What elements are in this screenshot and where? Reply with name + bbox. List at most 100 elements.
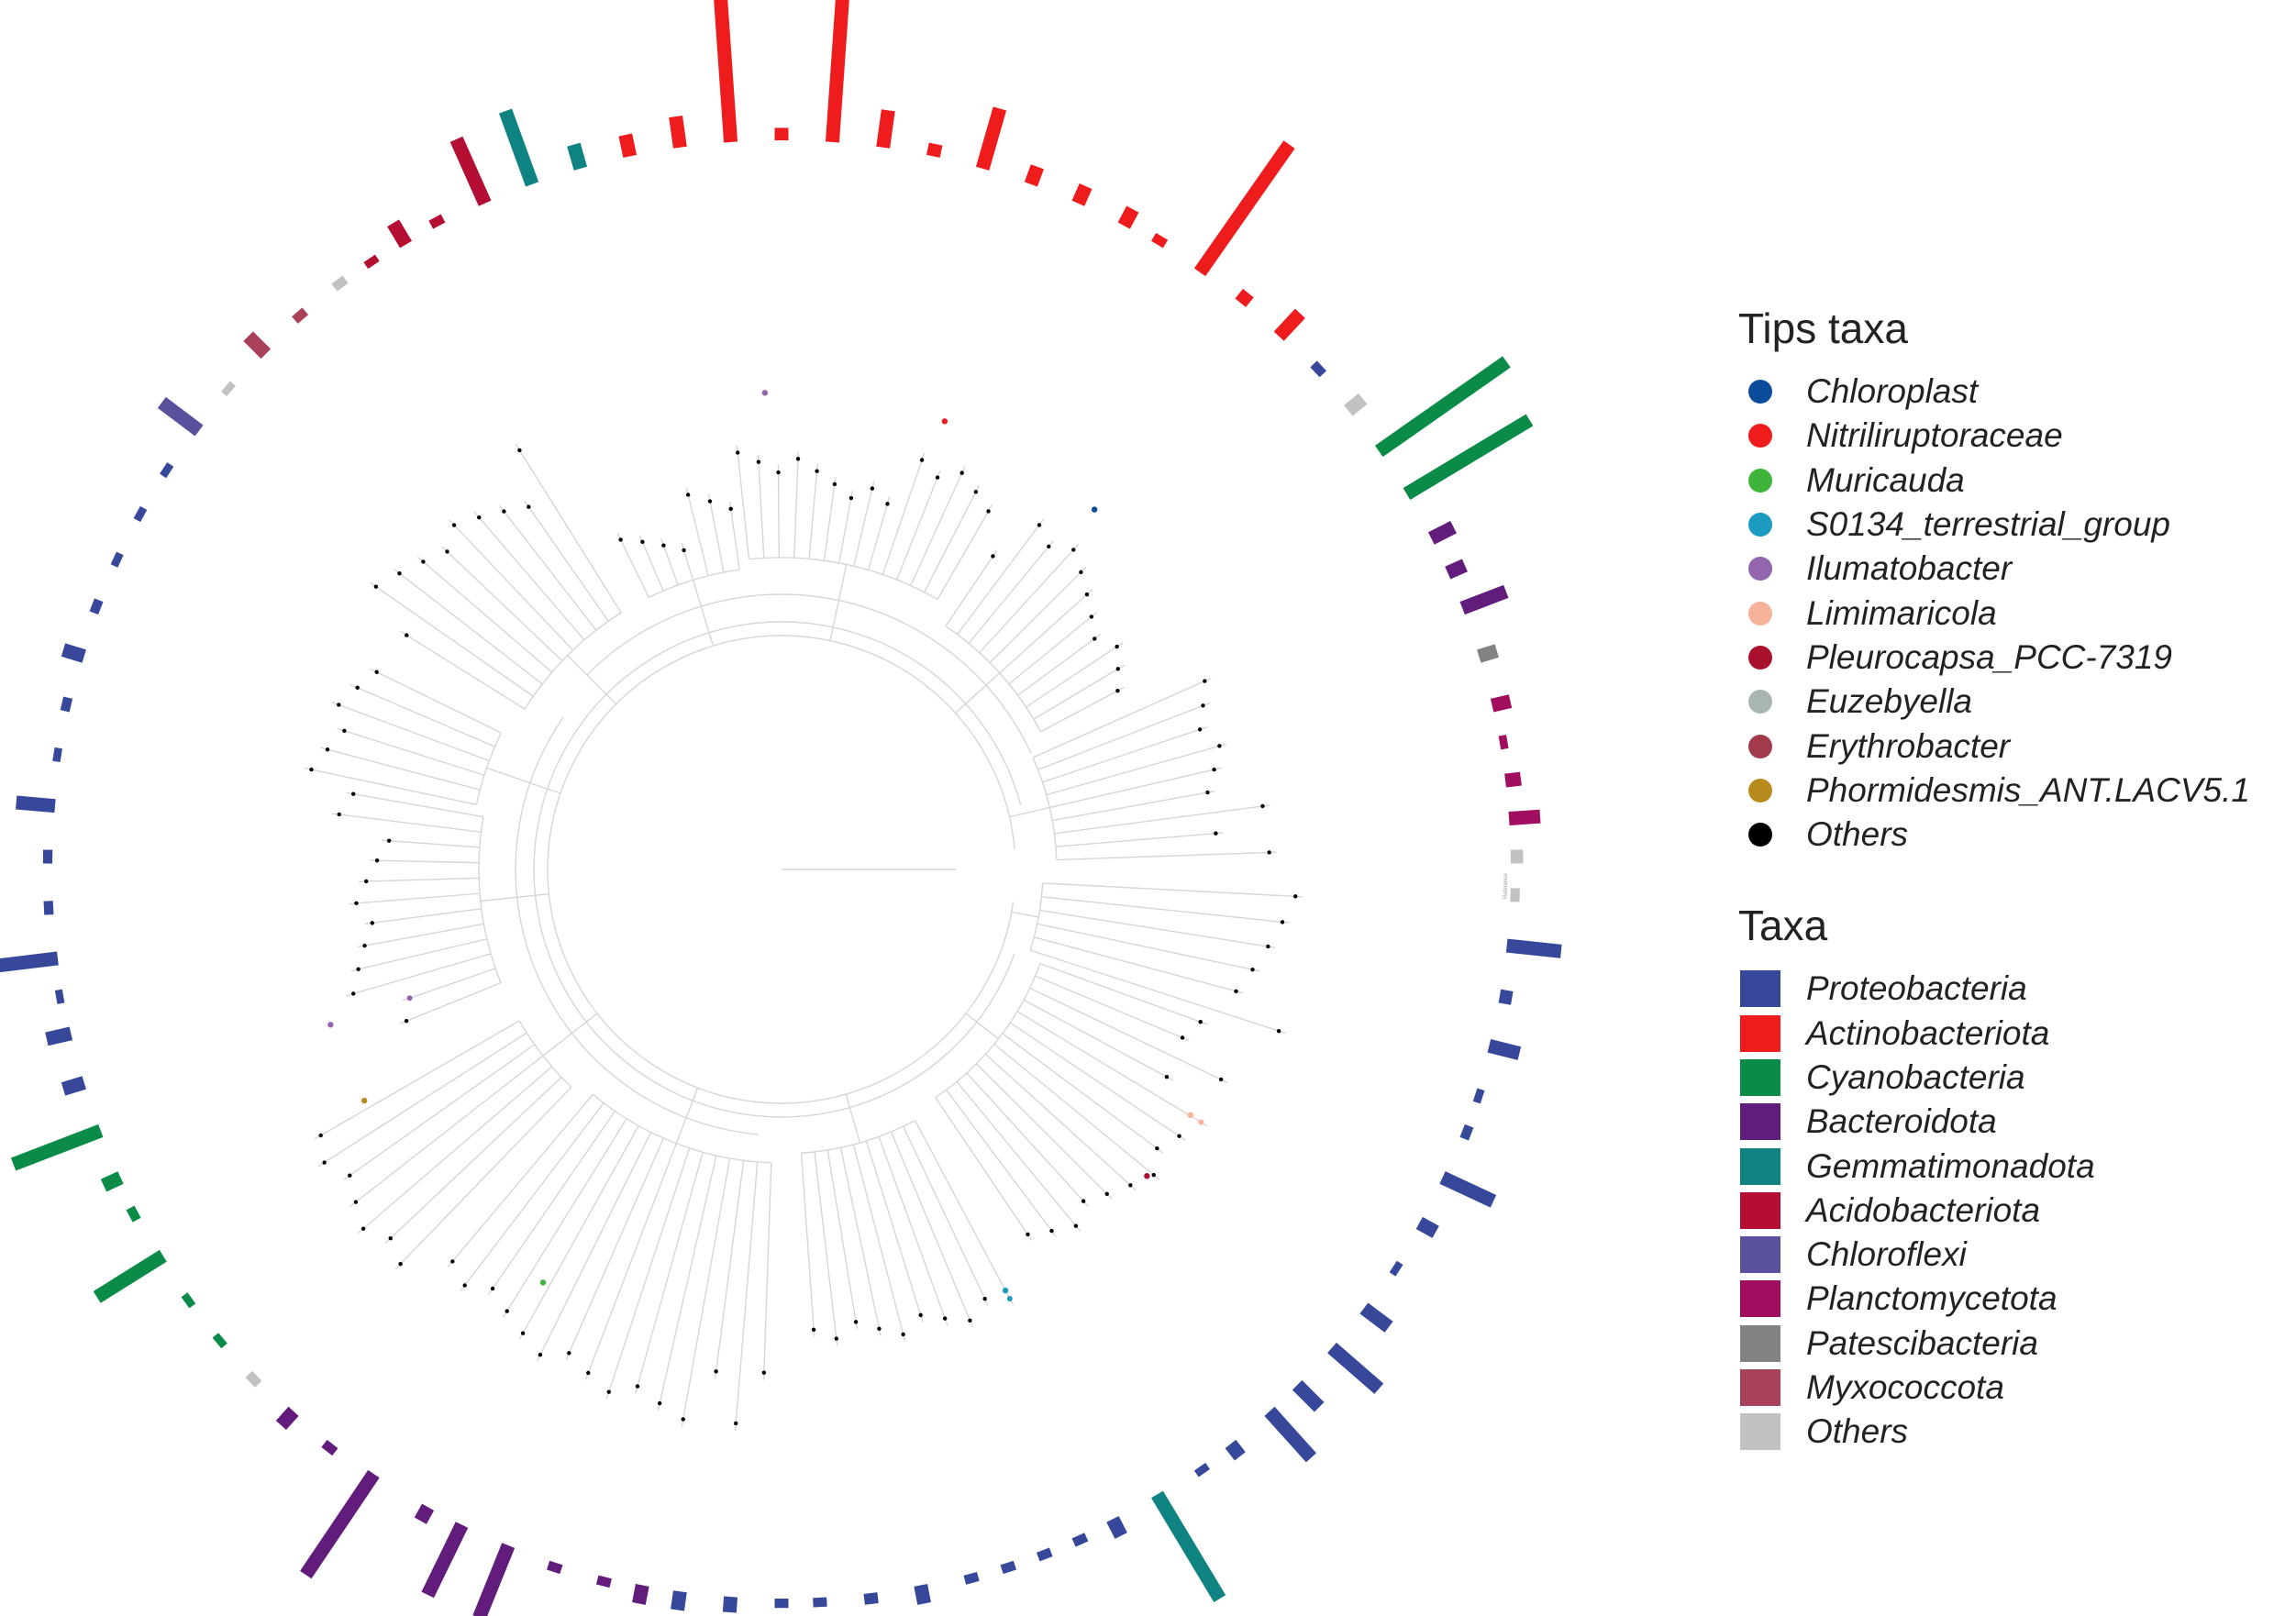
ring-bar <box>321 1439 338 1456</box>
ring-bar <box>1459 1123 1474 1141</box>
tip-branch <box>1049 767 1222 809</box>
tip-point <box>870 486 875 491</box>
taxa-legend-item: Planctomycetota <box>1738 1277 2289 1321</box>
taxa-legend-item: Acidobacteriota <box>1738 1189 2289 1233</box>
tip-point <box>397 570 402 576</box>
tip-branch <box>878 1136 948 1326</box>
tip-point <box>477 515 482 520</box>
tip-branch <box>728 501 740 570</box>
taxa-legend-item: Myxococcota <box>1738 1366 2289 1410</box>
tip-point <box>505 1309 509 1313</box>
tip-branch <box>1029 949 1286 1035</box>
ring-bar <box>714 0 738 143</box>
ring-bar <box>669 116 687 149</box>
tip-point <box>1198 1119 1204 1125</box>
tip-point <box>1177 1134 1181 1138</box>
tip-point <box>318 1133 323 1138</box>
clade-arc <box>592 1093 771 1164</box>
tip-branch <box>393 568 543 685</box>
tip-point <box>1214 831 1218 836</box>
tip-point <box>374 858 380 863</box>
tip-point <box>462 1283 467 1288</box>
ring-bar <box>16 795 56 814</box>
inner-arc <box>533 621 1022 1118</box>
tip-point <box>968 1318 972 1323</box>
ring-bar <box>1000 1560 1016 1575</box>
tip-point <box>1201 703 1205 708</box>
tips-legend-label: S0134_terrestrial_group <box>1806 505 2170 544</box>
tip-branch <box>867 496 891 570</box>
tip-branch <box>975 1063 1113 1200</box>
tip-point <box>1217 744 1222 748</box>
backbone-arc <box>547 635 1015 1104</box>
tip-branch <box>865 1140 924 1323</box>
tip-branch <box>736 445 750 559</box>
clade-stem <box>692 580 715 647</box>
tip-point <box>815 469 819 473</box>
ring-bar <box>876 109 895 149</box>
taxa-legend-label: Acidobacteriota <box>1806 1190 2041 1229</box>
tip-point <box>398 1261 403 1267</box>
tip-point <box>901 1332 905 1337</box>
tip-point <box>363 879 369 884</box>
ring-bar <box>93 1249 167 1303</box>
ring-bar <box>1359 1302 1393 1333</box>
tips-legend-item: Nitriliruptoraceae <box>1738 414 2289 458</box>
tip-point <box>351 791 356 796</box>
tip-branch <box>498 504 597 631</box>
tip-branch <box>714 1160 745 1379</box>
ring-bar <box>1427 521 1457 545</box>
tips-legend-dot <box>1748 734 1772 758</box>
tips-legend-dot <box>1748 601 1772 625</box>
tip-branch <box>357 923 484 948</box>
tip-point <box>327 1022 334 1028</box>
tip-point <box>1234 989 1238 993</box>
tip-branch <box>757 454 765 559</box>
tip-point <box>1049 1228 1054 1234</box>
tip-branch <box>1009 1022 1186 1141</box>
tip-point <box>959 470 964 475</box>
tips-legend-item: Limimaricola <box>1738 591 2289 635</box>
tip-branch <box>984 1053 1137 1191</box>
ring-bar <box>363 254 380 270</box>
tip-point <box>1115 667 1120 671</box>
ring-bar <box>975 106 1007 171</box>
ring-bar <box>1445 559 1468 580</box>
tip-point <box>640 539 645 545</box>
ring-bar <box>61 1076 86 1096</box>
ring-bar <box>1036 1547 1053 1562</box>
ring-bar <box>1487 1039 1522 1060</box>
tip-branch <box>923 484 981 593</box>
clade-stem <box>829 564 848 641</box>
tip-point <box>1198 1020 1203 1024</box>
tip-point <box>1115 688 1120 693</box>
tip-point <box>355 685 360 691</box>
tip-branch <box>1035 975 1190 1042</box>
clade-stem <box>955 672 1001 714</box>
taxa-legend-swatch <box>1740 970 1780 1008</box>
tip-branch <box>394 1086 572 1270</box>
tips-legend-label: Others <box>1806 815 1909 854</box>
ring-bar <box>1117 205 1139 229</box>
ring-bar <box>1106 1515 1127 1539</box>
ring-bar <box>1415 1216 1439 1238</box>
taxa-legend-label: Chloroflexi <box>1806 1235 1967 1274</box>
tip-branch <box>364 908 482 925</box>
tip-point <box>776 470 781 475</box>
ring-bar <box>1225 1439 1246 1461</box>
taxa-legend-swatch <box>1740 1191 1780 1229</box>
ring-bar <box>245 1370 262 1388</box>
tip-point <box>373 584 379 589</box>
inner-arc <box>515 716 759 1135</box>
tip-point <box>935 475 940 480</box>
tip-branch <box>320 747 481 791</box>
tip-point <box>1047 544 1051 549</box>
tips-legend-label: Euzebyella <box>1806 682 1973 721</box>
tip-branch <box>1026 642 1124 708</box>
ring-bar <box>160 462 174 479</box>
tip-branch <box>1033 664 1126 720</box>
ring-bar <box>157 396 204 437</box>
tips-legend-dot <box>1748 424 1772 448</box>
tip-point <box>853 1320 859 1324</box>
clade-stem <box>567 655 617 705</box>
